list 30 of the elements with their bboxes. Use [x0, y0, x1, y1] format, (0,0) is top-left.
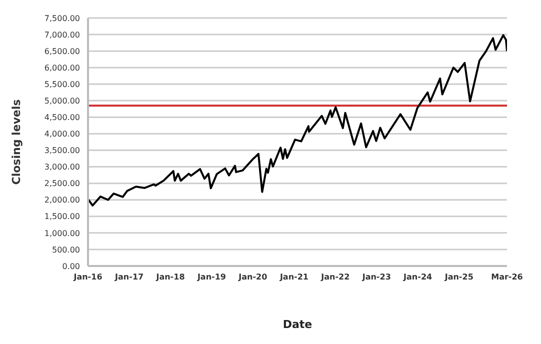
x-tick-label: Jan-16	[72, 272, 103, 282]
y-tick-label: 2,500.00	[44, 179, 80, 188]
x-tick-label: Jan-25	[444, 272, 474, 282]
x-tick-label: Jan-19	[196, 272, 226, 282]
y-tick-label: 4,500.00	[44, 113, 80, 122]
y-tick-label: 1,500.00	[44, 212, 80, 222]
y-tick-label: 3,000.00	[44, 162, 80, 172]
y-tick-label: 500.00	[52, 245, 80, 254]
y-tick-label: 7,000.00	[44, 30, 80, 40]
x-tick-label: Jan-24	[402, 272, 433, 282]
y-tick-label: 0.00	[62, 262, 80, 271]
x-axis-title: Date	[282, 318, 312, 331]
y-tick-label: 2,000.00	[44, 196, 80, 205]
x-tick-label: Jan-17	[114, 272, 144, 282]
line-series	[88, 34, 507, 206]
x-tick-label: Mar-26	[491, 272, 524, 282]
x-tick-label: Jan-18	[155, 272, 186, 282]
y-axis-title: Closing levels	[10, 98, 23, 185]
y-tick-label: 5,000.00	[44, 96, 80, 106]
y-tick-label: 6,500.00	[44, 46, 80, 56]
y-tick-label: 3,500.00	[44, 146, 80, 156]
x-tick-label: Jan-20	[238, 272, 268, 282]
x-tick-label: Jan-22	[320, 272, 350, 282]
x-tick-label: Jan-23	[361, 272, 391, 282]
y-tick-label: 5,500.00	[44, 80, 80, 89]
y-tick-label: 4,000.00	[44, 130, 80, 139]
y-tick-label: 7,500.00	[44, 14, 80, 23]
y-tick-label: 6,000.00	[44, 63, 80, 72]
y-tick-label: 1,000.00	[44, 228, 80, 238]
x-tick-label: Jan-21	[278, 272, 309, 282]
